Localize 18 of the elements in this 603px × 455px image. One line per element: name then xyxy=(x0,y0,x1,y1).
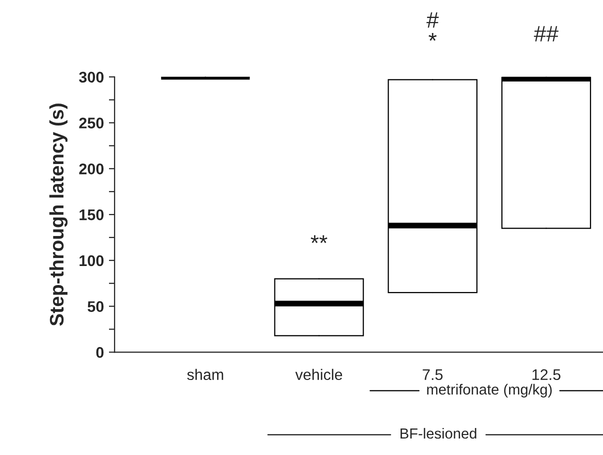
y-tick-label: 50 xyxy=(88,301,104,312)
x-tick-label: 7.5 xyxy=(422,369,443,380)
y-tick-label: 250 xyxy=(79,118,104,128)
annotation: ** xyxy=(310,235,328,244)
text: ## xyxy=(534,26,558,42)
y-tick-label: 300 xyxy=(79,72,104,83)
y-axis-title: Step-through latency (s) xyxy=(49,104,68,326)
text: BF-lesioned xyxy=(400,428,476,439)
text: # xyxy=(426,12,439,28)
y-tick-label: 100 xyxy=(80,255,104,266)
y-tick-label: 150 xyxy=(80,209,104,220)
text: metrifonate (mg/kg) xyxy=(427,384,552,398)
x-tick-label: sham xyxy=(187,368,224,380)
y-tick-label: 200 xyxy=(79,164,104,174)
x-tick-label: 12.5 xyxy=(532,369,560,380)
x-tick-label: vehicle xyxy=(295,368,342,380)
text: * xyxy=(428,32,437,41)
y-tick-label: 0 xyxy=(96,347,104,358)
